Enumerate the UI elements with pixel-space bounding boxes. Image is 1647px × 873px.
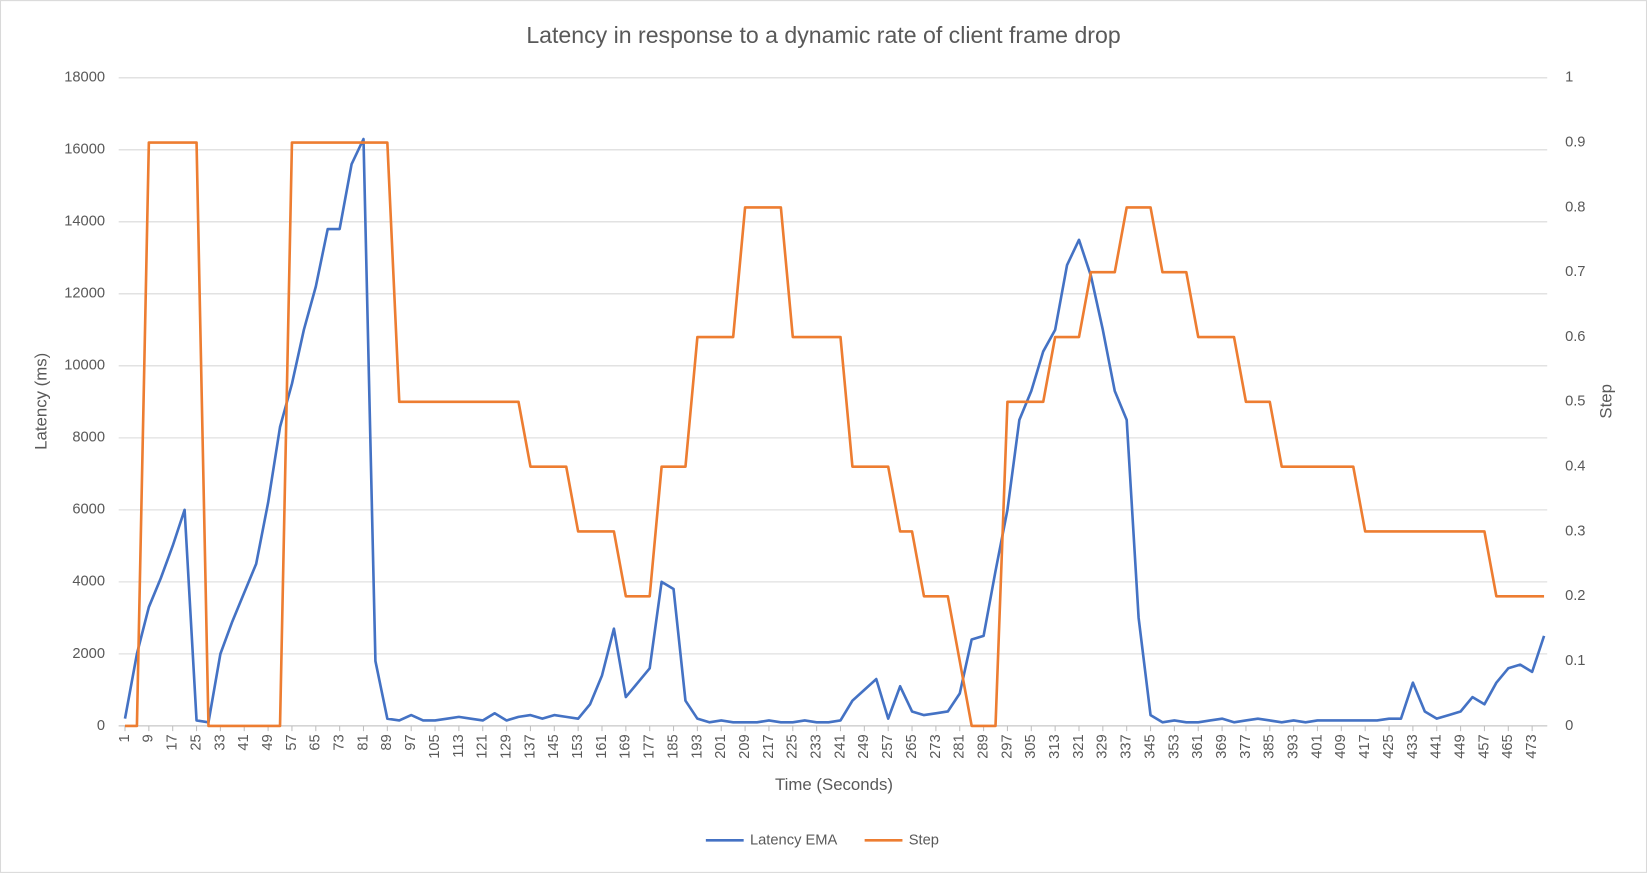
x-tick-label: 41	[236, 734, 252, 750]
x-tick-label: 409	[1333, 734, 1349, 759]
y-tick-label: 12000	[64, 286, 105, 302]
y-tick-label: 0	[97, 718, 105, 734]
x-tick-label: 217	[761, 734, 777, 759]
y2-axis-title: Step	[1597, 384, 1616, 419]
x-tick-label: 417	[1357, 734, 1373, 759]
x-tick-label: 57	[284, 734, 300, 750]
x-tick-label: 473	[1524, 734, 1540, 759]
y2-tick-label: 0.9	[1565, 134, 1585, 150]
x-tick-label: 345	[1142, 734, 1158, 759]
x-tick-label: 241	[832, 734, 848, 759]
y2-tick-label: 0.8	[1565, 199, 1585, 215]
x-tick-label: 49	[260, 734, 276, 750]
x-tick-label: 185	[665, 734, 681, 759]
x-tick-label: 465	[1500, 734, 1516, 759]
x-tick-label: 153	[570, 734, 586, 759]
x-tick-label: 225	[785, 734, 801, 759]
y2-tick-label: 1	[1565, 70, 1573, 86]
x-tick-label: 393	[1286, 734, 1302, 759]
x-tick-label: 25	[188, 734, 204, 750]
x-tick-label: 385	[1262, 734, 1278, 759]
legend-label: Step	[909, 832, 939, 848]
x-tick-label: 33	[212, 734, 228, 750]
x-tick-label: 313	[1047, 734, 1063, 759]
x-tick-label: 73	[332, 734, 348, 750]
y-tick-label: 2000	[72, 646, 105, 662]
x-tick-label: 113	[451, 734, 467, 757]
x-tick-label: 289	[975, 734, 991, 759]
series-line	[124, 141, 1545, 728]
y-tick-label: 14000	[64, 214, 105, 230]
y-tick-label: 8000	[72, 430, 105, 446]
x-tick-label: 361	[1190, 734, 1206, 759]
x-tick-label: 329	[1095, 734, 1111, 759]
x-tick-label: 121	[475, 734, 491, 759]
y-tick-label: 16000	[64, 142, 105, 158]
x-tick-label: 257	[880, 734, 896, 759]
x-axis-title: Time (Seconds)	[775, 775, 893, 794]
x-tick-label: 337	[1119, 734, 1135, 759]
x-tick-label: 105	[427, 734, 443, 759]
x-tick-label: 193	[689, 734, 705, 759]
legend-label: Latency EMA	[750, 832, 838, 848]
x-tick-label: 449	[1452, 734, 1468, 759]
x-tick-label: 209	[737, 734, 753, 759]
x-tick-label: 425	[1381, 734, 1397, 759]
x-tick-label: 81	[355, 734, 371, 750]
x-tick-label: 433	[1405, 734, 1421, 759]
x-tick-label: 321	[1071, 734, 1087, 759]
y-tick-label: 6000	[72, 502, 105, 518]
x-tick-label: 305	[1023, 734, 1039, 759]
x-tick-label: 353	[1166, 734, 1182, 759]
y2-tick-label: 0.1	[1565, 653, 1585, 669]
y2-tick-label: 0	[1565, 718, 1573, 734]
x-tick-label: 97	[403, 734, 419, 750]
x-tick-label: 233	[809, 734, 825, 759]
y2-tick-label: 0.4	[1565, 459, 1585, 475]
x-tick-label: 281	[952, 734, 968, 759]
y2-tick-label: 0.3	[1565, 523, 1585, 539]
x-tick-label: 265	[904, 734, 920, 759]
x-tick-label: 129	[498, 734, 514, 759]
x-tick-label: 369	[1214, 734, 1230, 759]
y2-tick-label: 0.7	[1565, 264, 1585, 280]
y2-tick-label: 0.2	[1565, 588, 1585, 604]
y-axis-title: Latency (ms)	[31, 353, 50, 450]
x-tick-label: 161	[594, 734, 610, 759]
x-tick-label: 145	[546, 734, 562, 759]
x-tick-label: 457	[1476, 734, 1492, 759]
x-tick-label: 65	[308, 734, 324, 750]
chart-title: Latency in response to a dynamic rate of…	[526, 22, 1120, 48]
y2-tick-label: 0.5	[1565, 394, 1585, 410]
x-tick-label: 17	[165, 734, 181, 750]
y-tick-label: 18000	[64, 70, 105, 86]
x-tick-label: 401	[1309, 734, 1325, 759]
x-tick-label: 441	[1429, 734, 1445, 759]
y-tick-label: 10000	[64, 358, 105, 374]
x-tick-label: 249	[856, 734, 872, 759]
x-tick-label: 273	[928, 734, 944, 759]
x-tick-label: 137	[522, 734, 538, 759]
x-tick-label: 177	[642, 734, 658, 759]
x-tick-label: 297	[999, 734, 1015, 759]
x-tick-label: 377	[1238, 734, 1254, 759]
x-tick-label: 89	[379, 734, 395, 750]
x-tick-label: 169	[618, 734, 634, 759]
x-tick-label: 1	[117, 734, 133, 742]
y-tick-label: 4000	[72, 574, 105, 590]
y2-tick-label: 0.6	[1565, 329, 1585, 345]
x-tick-label: 201	[713, 734, 729, 759]
x-tick-label: 9	[141, 734, 157, 742]
